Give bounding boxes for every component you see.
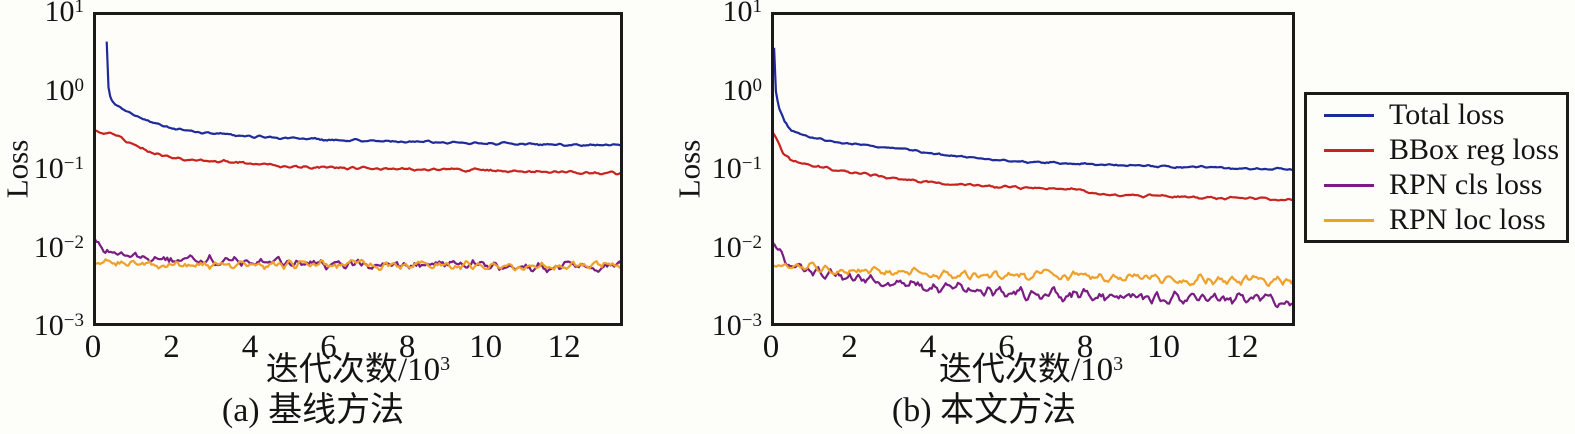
subfigure-caption-proposed: (b) 本文方法 xyxy=(891,392,1077,429)
series-line-rpn-cls-loss xyxy=(773,241,1293,309)
legend-label-total-loss: Total loss xyxy=(1389,98,1505,131)
x-tick-label: 2 xyxy=(163,329,180,365)
x-axis-title-exponent: 3 xyxy=(440,353,451,375)
legend-box: Total loss BBox reg loss RPN cls loss RP… xyxy=(1304,92,1569,243)
y-tick-label: 10−1 xyxy=(711,152,762,185)
legend-item-rpn-cls-loss: RPN cls loss xyxy=(1324,170,1566,200)
x-tick-label: 6 xyxy=(320,329,337,365)
series-line-total-loss xyxy=(105,41,621,148)
y-tick-label: 10−3 xyxy=(33,309,84,342)
series-line-total-loss xyxy=(773,47,1293,171)
series-line-rpn-cls-loss xyxy=(95,238,621,274)
y-tick-label: 10−2 xyxy=(711,230,762,264)
subfigure-caption-baseline: (a) 基线方法 xyxy=(221,392,405,429)
legend-item-bbox-reg-loss: BBox reg loss xyxy=(1324,135,1566,165)
plot-area-proposed xyxy=(771,12,1295,326)
x-axis-title-exponent: 3 xyxy=(1113,353,1124,375)
series-line-bbox-reg-loss xyxy=(773,131,1293,202)
y-tick-label: 10−2 xyxy=(33,230,84,264)
series-line-bbox-reg-loss xyxy=(95,129,621,176)
legend-label-rpn-loc-loss: RPN loc loss xyxy=(1389,203,1546,236)
y-tick-label: 100 xyxy=(44,73,85,107)
y-tick-label: 10−3 xyxy=(711,309,762,342)
legend-line-swatch-rpn-loc-loss xyxy=(1324,218,1374,222)
x-axis-title-text: 迭代次数/10 xyxy=(938,352,1114,388)
x-tick-label: 8 xyxy=(398,329,416,365)
x-tick-label: 8 xyxy=(1076,329,1094,365)
x-tick-label: 12 xyxy=(547,329,581,365)
legend-line-swatch-total-loss xyxy=(1324,113,1374,117)
x-tick-label: 0 xyxy=(762,329,780,365)
y-axis-title-proposed: Loss xyxy=(671,139,707,199)
legend-line-swatch-rpn-cls-loss xyxy=(1324,183,1374,187)
x-tick-label: 10 xyxy=(1147,329,1180,365)
y-tick-label: 101 xyxy=(44,0,85,28)
plot-background xyxy=(771,12,1295,326)
plot-area-baseline xyxy=(93,12,623,326)
series-line-rpn-loc-loss xyxy=(95,258,621,272)
series-line-rpn-loc-loss xyxy=(773,261,1293,287)
y-tick-label: 10−1 xyxy=(33,152,84,185)
axes-border xyxy=(93,12,623,326)
x-axis-title-baseline: 迭代次数/103 xyxy=(266,354,450,387)
x-tick-label: 4 xyxy=(919,329,937,365)
legend-item-total-loss: Total loss xyxy=(1324,100,1566,130)
x-tick-label: 2 xyxy=(841,329,858,365)
legend-label-bbox-reg-loss: BBox reg loss xyxy=(1389,133,1560,166)
x-axis-title-proposed: 迭代次数/103 xyxy=(939,354,1123,387)
y-axis-title-baseline: Loss xyxy=(0,139,35,199)
x-tick-label: 6 xyxy=(998,329,1015,365)
legend-item-rpn-loc-loss: RPN loc loss xyxy=(1324,205,1566,235)
x-tick-label: 12 xyxy=(1225,329,1259,365)
y-tick-label: 100 xyxy=(722,73,763,107)
legend-label-rpn-cls-loss: RPN cls loss xyxy=(1389,168,1543,201)
axes-border xyxy=(771,12,1295,326)
x-tick-label: 10 xyxy=(469,329,503,365)
legend-line-swatch-bbox-reg-loss xyxy=(1324,148,1374,152)
x-tick-label: 0 xyxy=(84,329,102,365)
y-tick-label: 101 xyxy=(722,0,763,28)
x-axis-title-text: 迭代次数/10 xyxy=(265,352,441,388)
x-tick-label: 4 xyxy=(241,329,259,365)
